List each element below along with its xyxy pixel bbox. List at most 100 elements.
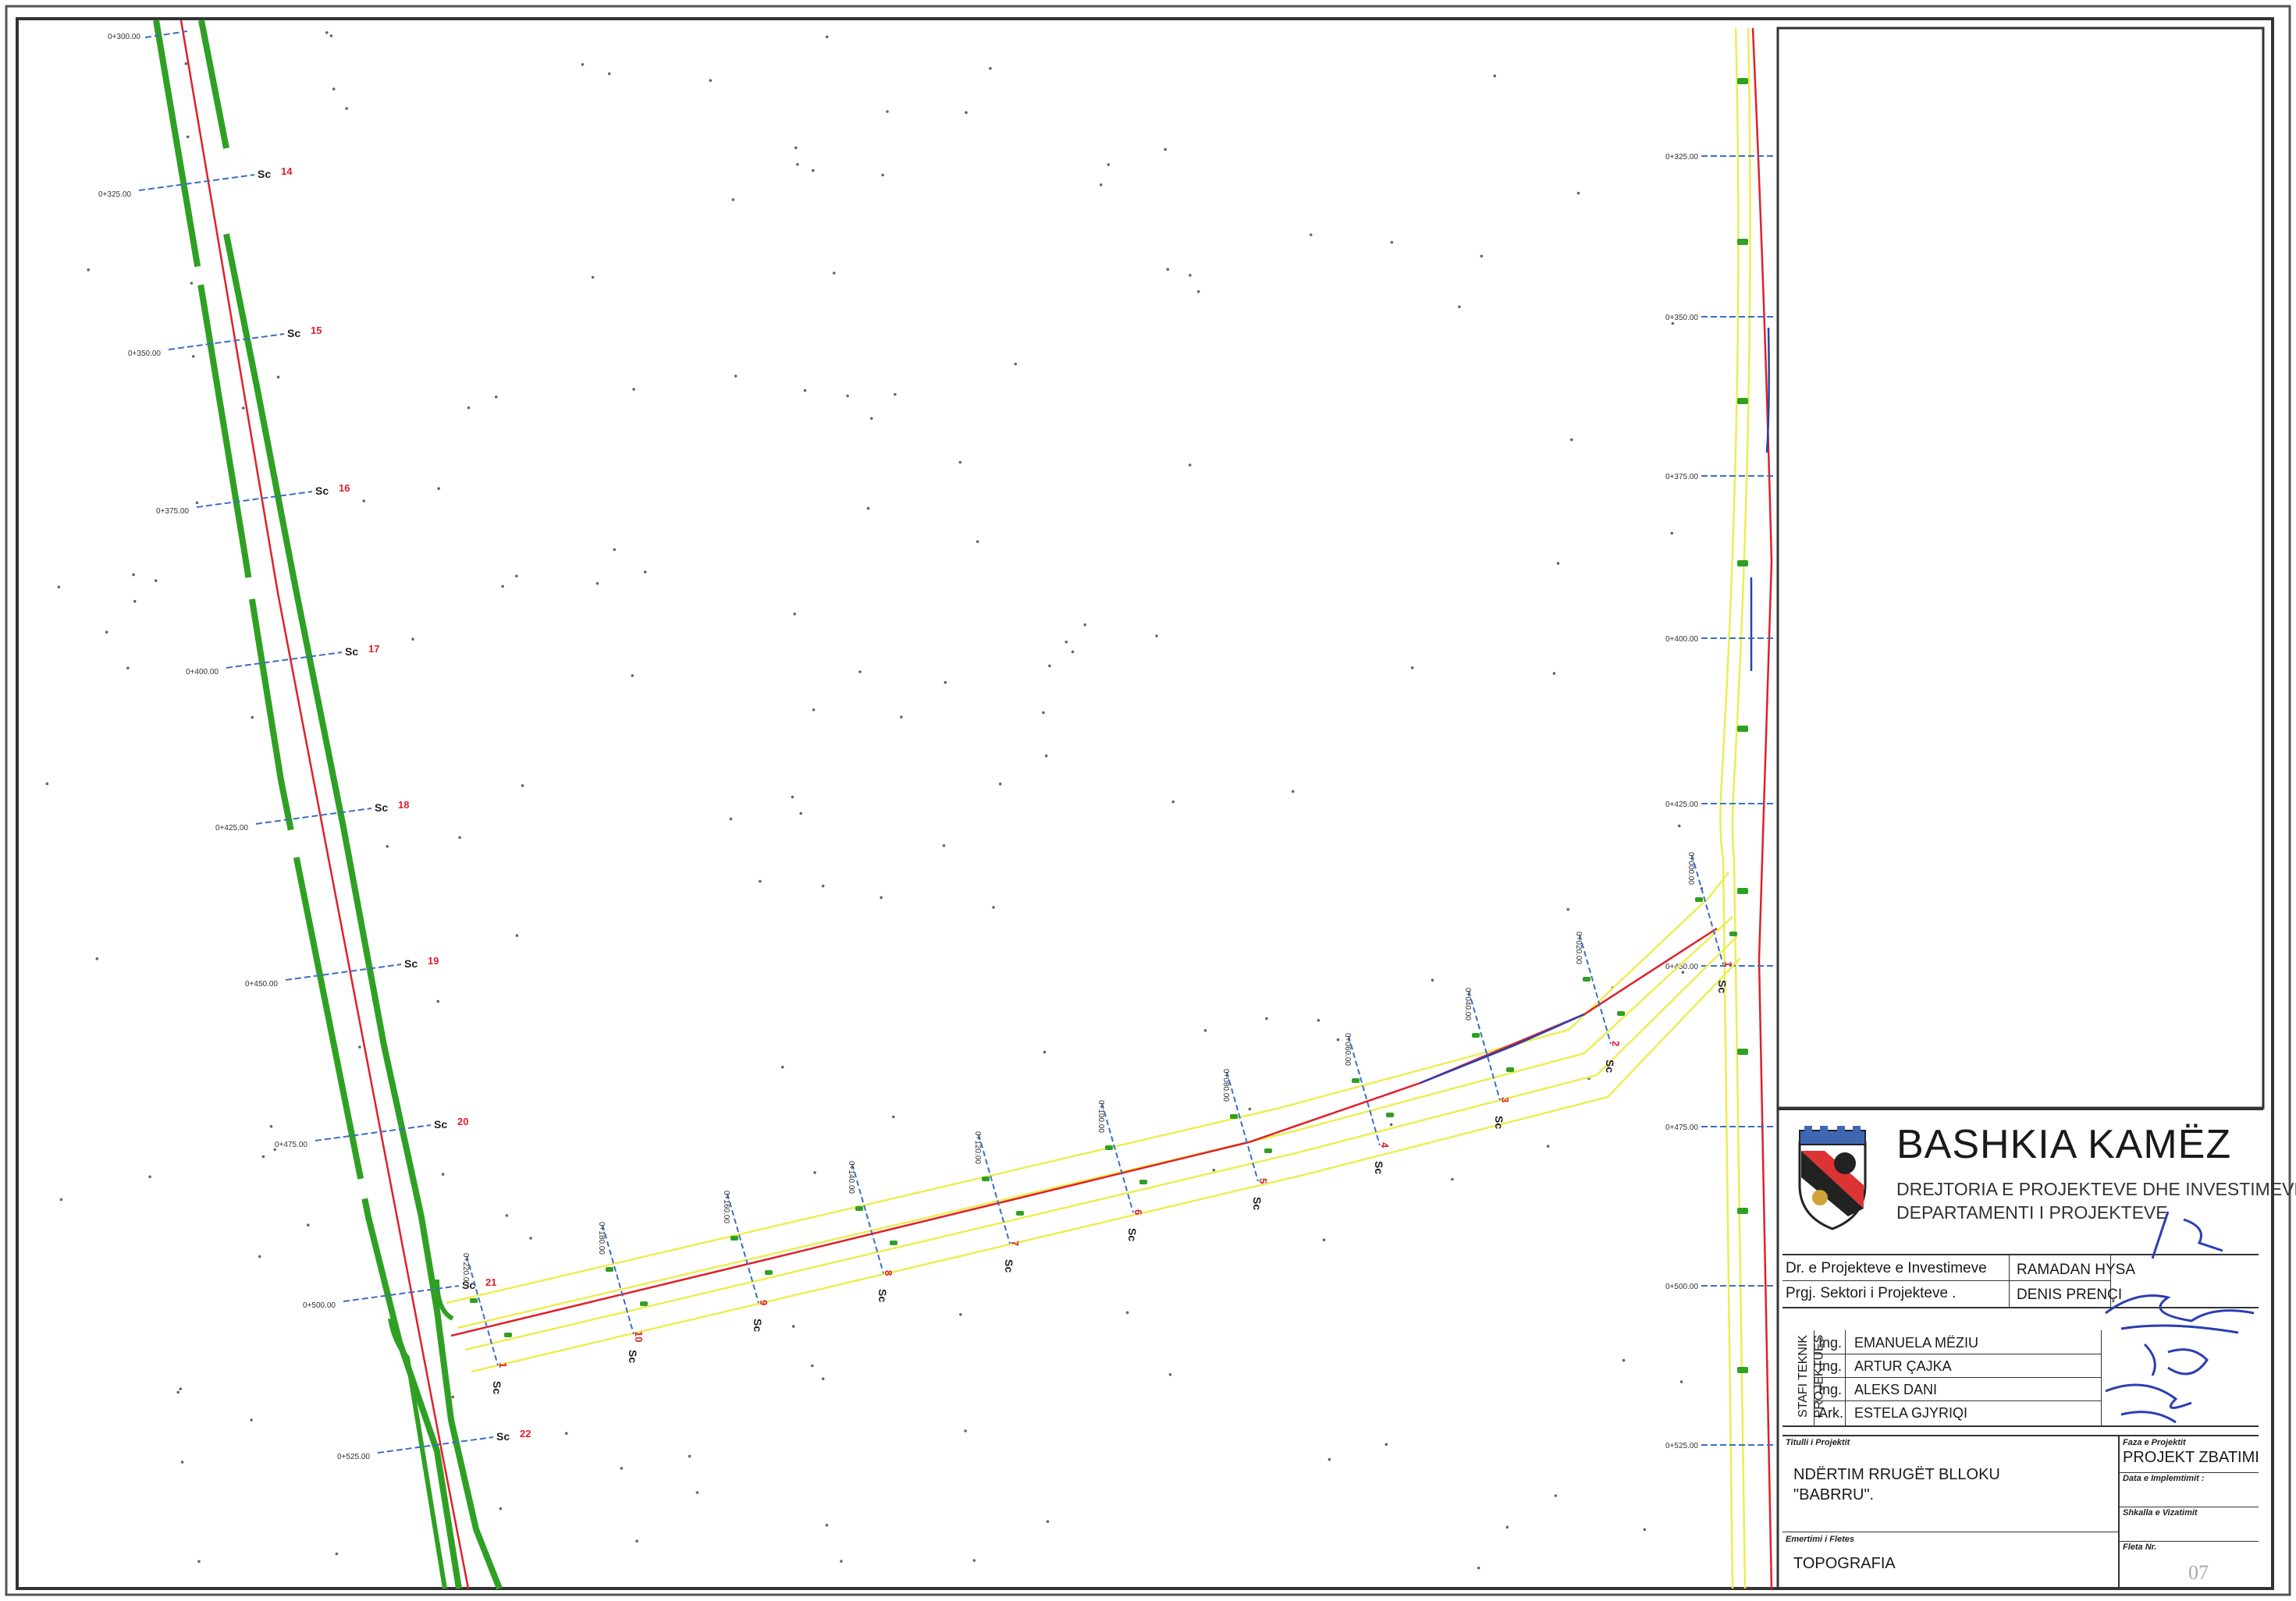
left-section-marker: Sc bbox=[258, 168, 271, 180]
survey-point bbox=[565, 1432, 568, 1435]
right-edge-marker bbox=[1737, 560, 1748, 566]
staff-2-name: ARTUR ÇAJKA bbox=[1854, 1358, 1952, 1374]
survey-point bbox=[1212, 1168, 1216, 1172]
left-top-chainage-line bbox=[144, 30, 188, 38]
survey-point bbox=[1043, 1050, 1047, 1054]
project-title-line-1: NDËRTIM RRUGËT BLLOKU bbox=[1793, 1466, 2000, 1483]
survey-point bbox=[1505, 1525, 1509, 1529]
survey-point bbox=[186, 135, 190, 139]
connector-section-number: 9 bbox=[758, 1300, 769, 1305]
survey-point bbox=[1389, 1123, 1393, 1127]
left-section-number: 20 bbox=[457, 1116, 468, 1127]
connector-edge-marker bbox=[730, 1236, 738, 1241]
survey-point bbox=[1310, 233, 1313, 236]
connector-edge-marker bbox=[1617, 1011, 1625, 1016]
survey-point bbox=[972, 1559, 976, 1562]
left-section-chainage: 0+475.00 bbox=[275, 1141, 307, 1149]
survey-point bbox=[811, 1364, 814, 1368]
right-edge-marker bbox=[1737, 398, 1748, 404]
survey-point bbox=[494, 395, 498, 399]
connector-edge-marker bbox=[1386, 1113, 1394, 1117]
survey-point bbox=[195, 501, 199, 505]
left-section-chainage: 0+400.00 bbox=[186, 668, 219, 676]
left-section-number: 16 bbox=[339, 482, 350, 494]
survey-point bbox=[998, 783, 1002, 786]
project-title-label: Titulli i Projektit bbox=[1786, 1438, 1850, 1447]
connector-section-line bbox=[978, 1134, 1011, 1244]
survey-point bbox=[1477, 1566, 1480, 1570]
survey-point bbox=[148, 1175, 151, 1179]
survey-point bbox=[1554, 1494, 1558, 1497]
survey-point bbox=[1570, 438, 1573, 442]
survey-point bbox=[515, 574, 518, 578]
left-section-chainage: 0+525.00 bbox=[337, 1453, 370, 1461]
survey-point bbox=[329, 34, 333, 37]
survey-point bbox=[307, 1223, 310, 1226]
left-road-axis bbox=[179, 20, 470, 1589]
survey-point bbox=[133, 599, 137, 603]
org-name: BASHKIA KAMËZ bbox=[1896, 1122, 2232, 1167]
survey-point bbox=[411, 637, 414, 641]
survey-point bbox=[729, 817, 733, 821]
survey-point bbox=[900, 715, 903, 719]
survey-point bbox=[632, 388, 635, 391]
connector-section-number: 5 bbox=[1257, 1178, 1269, 1184]
left-section-marker: Sc bbox=[496, 1430, 510, 1443]
survey-point bbox=[1643, 1528, 1647, 1532]
survey-point bbox=[251, 715, 254, 719]
survey-point bbox=[176, 1390, 179, 1394]
connector-sections: 0+220.00 1 Sc 0+180.00 10 Sc 0+160.00 9 Sc 0+140.… bbox=[461, 852, 1737, 1394]
connector-edge-yellow-2 bbox=[457, 916, 1733, 1329]
staff-table: STAFI TEKNIK PROJEKTUES Ing. EMANUELA MË… bbox=[1782, 1330, 2259, 1427]
survey-point bbox=[840, 1560, 843, 1563]
right-road-chainage-ticks: 0+325.00 0+350.00 0+375.00 0+400.00 0+425.00… bbox=[1665, 78, 1776, 1450]
survey-point bbox=[1155, 634, 1158, 637]
connector-section-marker: Sc bbox=[1716, 980, 1729, 993]
left-section-line bbox=[168, 333, 285, 350]
survey-point bbox=[1171, 800, 1175, 804]
survey-point bbox=[886, 110, 889, 113]
survey-point bbox=[386, 845, 389, 848]
survey-point bbox=[607, 72, 611, 76]
survey-point bbox=[436, 999, 439, 1003]
left-road: 0+325.00 Sc 14 0+350.00 Sc 15 0+375.00 Sc 16 0+40… bbox=[98, 20, 531, 1590]
connector-section-line bbox=[602, 1224, 634, 1335]
connector-section-marker: Sc bbox=[876, 1289, 889, 1302]
connector-edge-marker bbox=[640, 1301, 648, 1306]
title-block: BASHKIA KAMËZ DREJTORIA E PROJEKTEVE DHE… bbox=[1778, 1108, 2296, 1591]
roles-table: Dr. e Projekteve e Investimeve RAMADAN H… bbox=[1782, 1254, 2259, 1308]
project-info-table: Titulli i Projektit NDËRTIM RRUGËT BLLOK… bbox=[1782, 1435, 2259, 1589]
survey-point bbox=[501, 584, 504, 588]
staff-3-title: Ing. bbox=[1818, 1382, 1843, 1397]
connector-section-chainage: 0+180.00 bbox=[597, 1222, 606, 1255]
connector-edge-yellow-4 bbox=[471, 957, 1741, 1373]
survey-point bbox=[241, 406, 245, 410]
sheet-name-value: TOPOGRAFIA bbox=[1793, 1555, 1896, 1572]
connector-section-marker: Sc bbox=[1373, 1161, 1385, 1174]
survey-point bbox=[793, 612, 796, 616]
connector-edge-marker bbox=[1472, 1033, 1480, 1038]
survey-point bbox=[335, 1552, 339, 1556]
phase-value: PROJEKT ZBATIMI bbox=[2123, 1449, 2259, 1466]
connector-section-marker: Sc bbox=[1604, 1060, 1616, 1073]
survey-point bbox=[643, 570, 647, 573]
survey-point bbox=[190, 282, 194, 285]
survey-point bbox=[964, 1429, 967, 1432]
left-section-line bbox=[343, 1285, 460, 1302]
connector-section-marker: Sc bbox=[1493, 1116, 1505, 1129]
connector-section-line bbox=[1101, 1102, 1134, 1213]
connector-edge-marker bbox=[1264, 1148, 1272, 1153]
right-road: 0+325.00 0+350.00 0+375.00 0+400.00 0+425.00… bbox=[1665, 27, 1776, 1589]
survey-point bbox=[846, 394, 849, 398]
left-section-chainage: 0+450.00 bbox=[245, 980, 278, 989]
survey-point bbox=[791, 1325, 795, 1328]
survey-point bbox=[759, 879, 762, 883]
survey-point bbox=[1410, 666, 1414, 669]
survey-point bbox=[709, 79, 713, 82]
date-label: Data e Implemtimit : bbox=[2123, 1474, 2205, 1483]
survey-point bbox=[1291, 790, 1295, 793]
survey-point bbox=[1203, 1029, 1207, 1032]
left-section-number: 14 bbox=[281, 165, 293, 177]
survey-point bbox=[59, 1198, 63, 1202]
